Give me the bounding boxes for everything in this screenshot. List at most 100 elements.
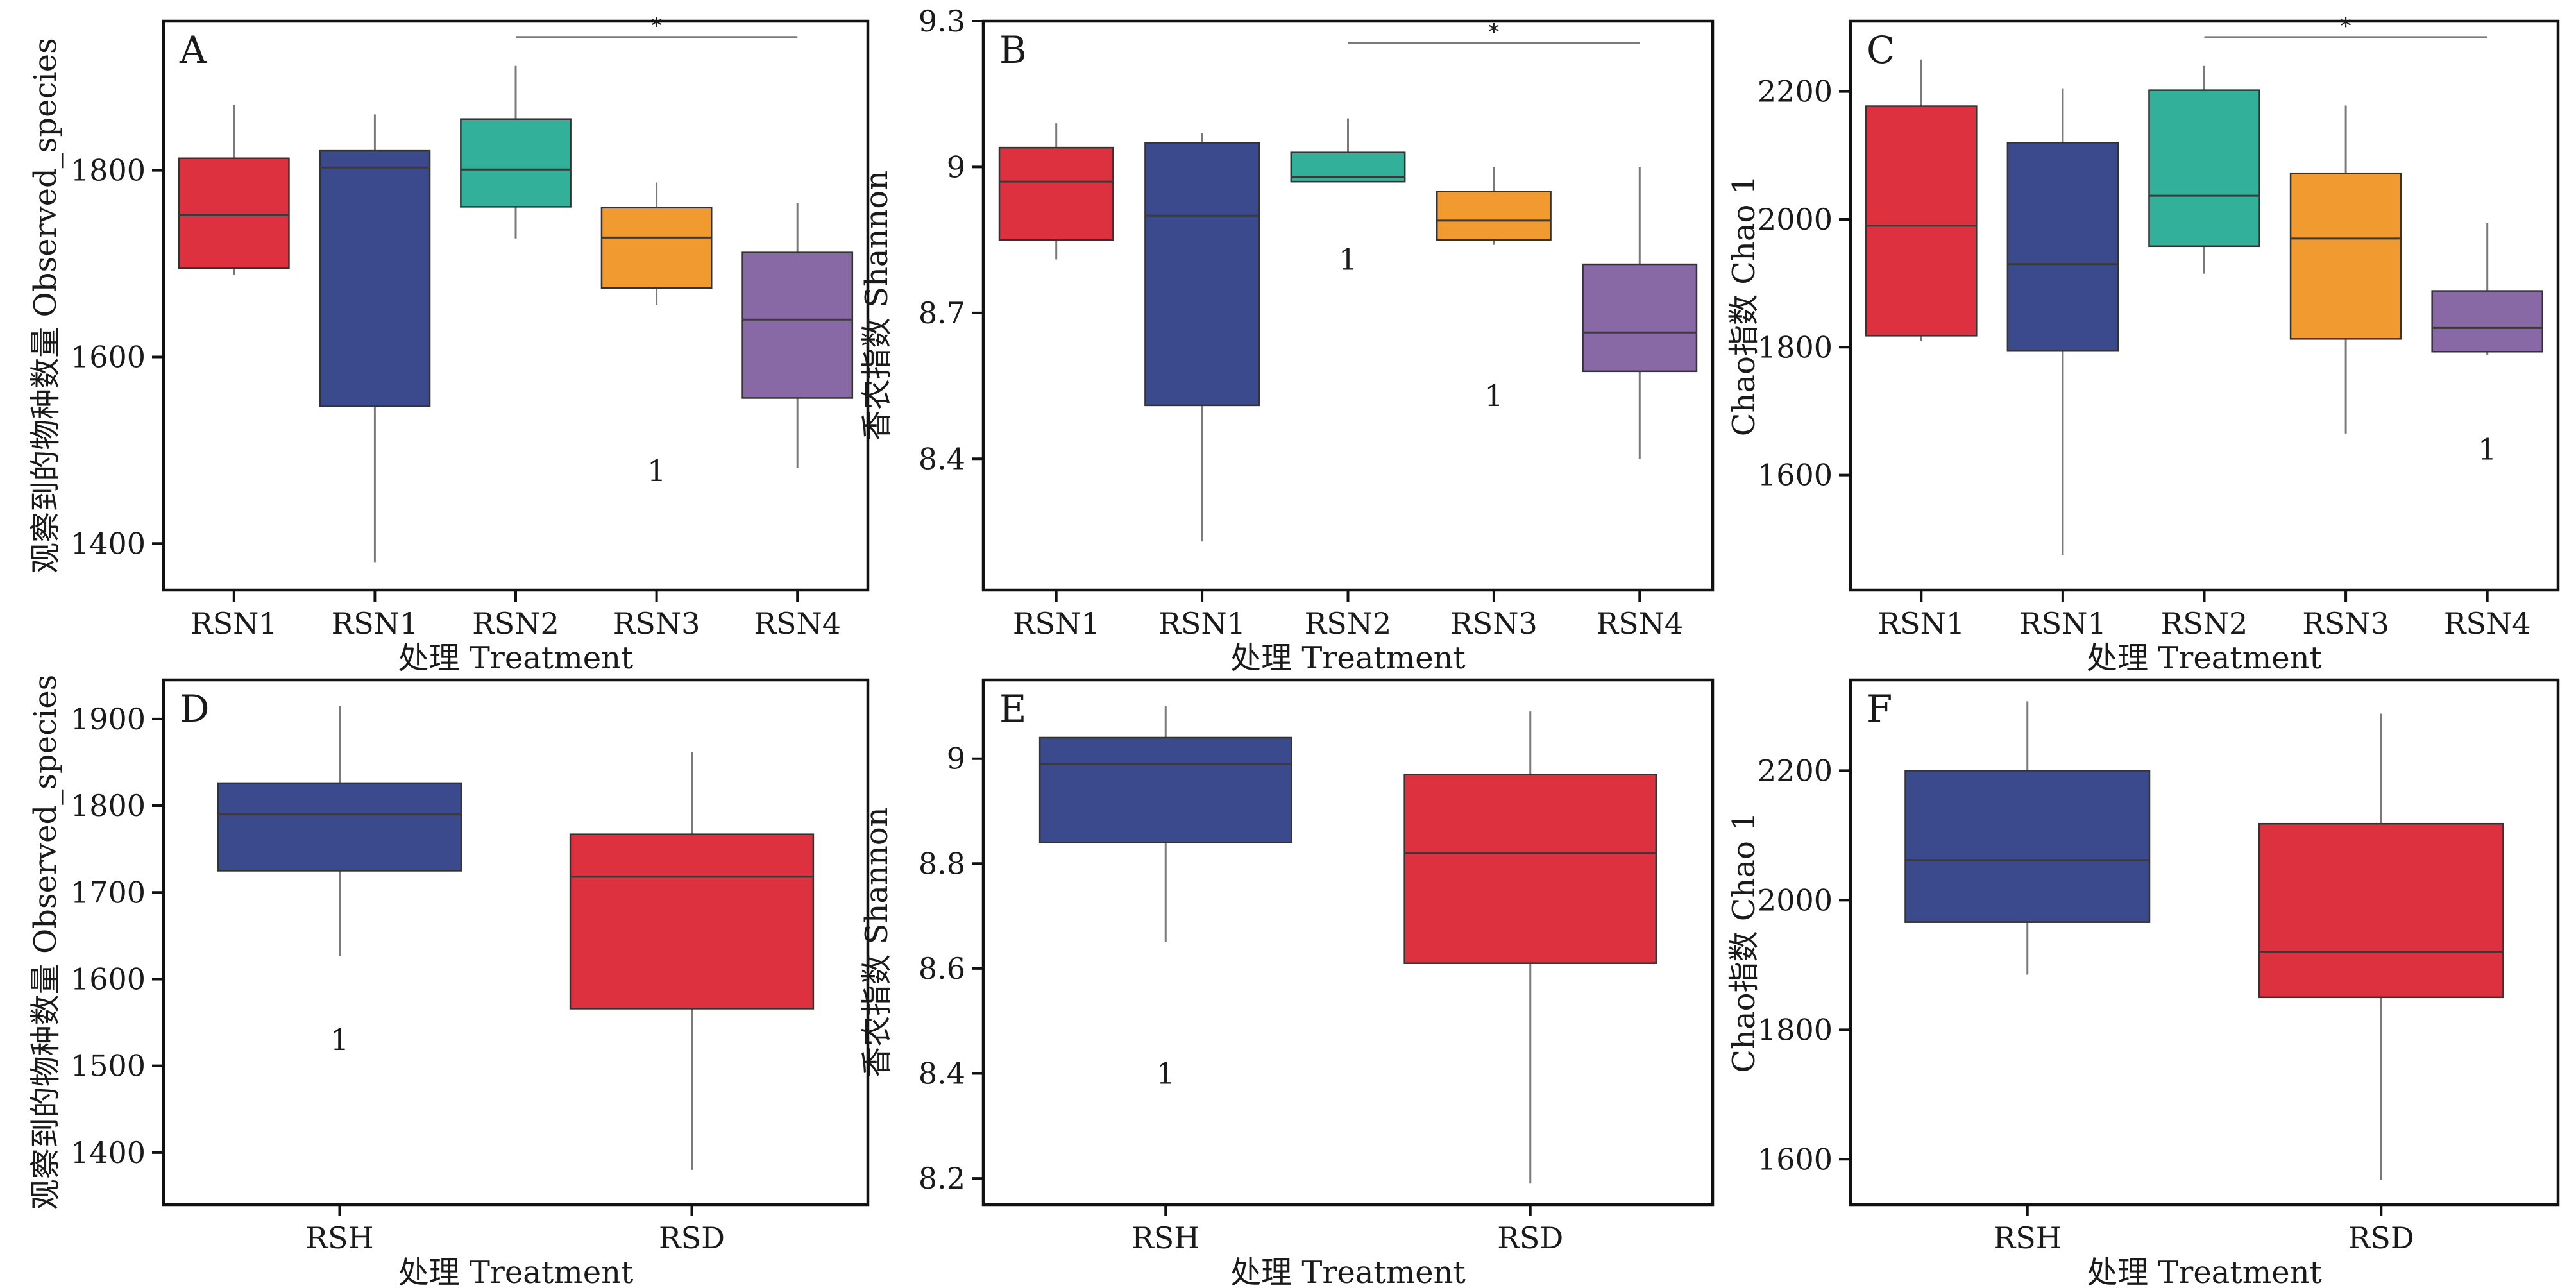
x-tick-label: RSN3: [613, 606, 700, 641]
x-tick-label: RSH: [1994, 1221, 2062, 1255]
box-rsn1: [998, 123, 1114, 260]
x-axis-label: 处理 Treatment: [1230, 640, 1466, 676]
y-tick-label: 1600: [1758, 458, 1833, 493]
x-tick-label: RSN1: [1158, 606, 1246, 641]
x-tick-label: RSN3: [2302, 606, 2389, 641]
y-tick-label: 1600: [71, 962, 146, 996]
box-rsn2: [460, 65, 572, 239]
outlier-marker: 1: [2478, 432, 2496, 467]
iqr-box: [998, 146, 1114, 241]
panel-letter: D: [180, 687, 210, 731]
box-rsn3: [2289, 105, 2402, 434]
x-tick-label: RSN2: [2161, 606, 2248, 641]
y-tick-label: 8.6: [919, 951, 965, 986]
panel-letter: C: [1867, 28, 1895, 72]
y-tick-label: 9: [947, 741, 965, 776]
iqr-box: [1904, 770, 2151, 923]
y-tick-label: 1600: [1758, 1142, 1833, 1176]
y-tick-label: 8.8: [919, 846, 965, 881]
y-axis-label: 香农指数 Shannon: [859, 171, 895, 441]
box-rsn4: [741, 203, 854, 468]
x-tick-label: RSN1: [191, 606, 278, 641]
panel-letter: B: [999, 28, 1027, 72]
box-rsh: [1904, 701, 2151, 975]
x-tick-label: RSN4: [2444, 606, 2531, 641]
x-tick-label: RSN2: [472, 606, 559, 641]
box-rsn1: [319, 114, 431, 563]
y-tick-label: 1800: [71, 788, 146, 823]
box-rsd: [1403, 711, 1657, 1184]
panel-letter: F: [1867, 687, 1892, 731]
y-tick-label: 1800: [71, 153, 146, 188]
panel-a: 1400 1600 1800 RSN1 RSN1 RSN2 RSN3 RSN4 1 * A 处理 Tr…: [28, 13, 870, 676]
outlier-marker: 1: [330, 1022, 349, 1057]
outlier-marker: 1: [647, 453, 666, 488]
y-tick-label: 9.3: [919, 4, 965, 38]
y-axis-label: Chao指数 Chao 1: [1726, 811, 1762, 1072]
significance-star: *: [1488, 19, 1499, 45]
x-tick-label: RSH: [1131, 1221, 1199, 1255]
y-tick-label: 2000: [1758, 202, 1833, 237]
y-tick-label: 1900: [71, 702, 146, 736]
box-rsn1: [1865, 59, 1978, 341]
box-rsn4: [1582, 167, 1698, 459]
iqr-box: [1436, 191, 1552, 241]
box-rsh: [1038, 706, 1292, 942]
x-axis-label: 处理 Treatment: [398, 1255, 634, 1288]
panel-letter: A: [179, 28, 207, 72]
x-tick-label: RSN3: [1450, 606, 1538, 641]
x-tick-label: RSN1: [1013, 606, 1100, 641]
panel-d: 1400 1500 1600 1700 1800 1900 RSH RSD 1 D 处理 Treat…: [28, 675, 870, 1288]
significance-star: *: [651, 13, 662, 39]
iqr-box: [1038, 736, 1292, 843]
y-axis-label: 观察到的物种数量 Observed_species: [28, 675, 64, 1210]
iqr-box: [600, 207, 713, 289]
y-axis-label: 观察到的物种数量 Observed_species: [28, 38, 64, 573]
y-tick-label: 8.2: [919, 1161, 965, 1196]
y-tick-label: 2200: [1758, 753, 1833, 788]
iqr-box: [1582, 263, 1698, 373]
iqr-box: [1865, 105, 1978, 337]
iqr-box: [217, 782, 462, 872]
outlier-marker: 1: [1484, 378, 1503, 413]
y-tick-label: 1600: [71, 339, 146, 374]
plot-frame: [1849, 678, 2560, 1207]
y-tick-label: 1800: [1758, 1012, 1833, 1047]
box-rsn1: [1144, 133, 1260, 542]
x-tick-label: RSN1: [1877, 606, 1965, 641]
box-rsn4: [2431, 222, 2543, 355]
iqr-box: [2289, 172, 2402, 340]
x-tick-label: RSN1: [332, 606, 419, 641]
panel-e: 8.2 8.4 8.6 8.8 9 RSH RSD 1 E 处理 Treatment 香农指数 Sh…: [859, 678, 1715, 1288]
y-tick-label: 8.4: [919, 441, 965, 476]
box-rsn2: [1290, 118, 1406, 183]
y-tick-label: 1400: [71, 526, 146, 561]
x-axis-label: 处理 Treatment: [398, 640, 634, 676]
x-tick-label: RSN2: [1305, 606, 1392, 641]
y-tick-label: 1400: [71, 1135, 146, 1170]
panel-c: 1600 1800 2000 2200 RSN1 RSN1 RSN2 RSN3 RSN4 1 * C 处…: [1726, 13, 2560, 676]
box-rsn3: [600, 182, 713, 305]
box-rsn1: [178, 105, 290, 275]
box-rsn1: [2006, 88, 2119, 555]
plot-frame: [162, 678, 870, 1207]
y-tick-label: 1700: [71, 875, 146, 910]
iqr-box: [2148, 89, 2260, 248]
y-tick-label: 2200: [1758, 74, 1833, 109]
y-tick-label: 8.4: [919, 1056, 965, 1091]
iqr-box: [2431, 290, 2543, 353]
iqr-box: [741, 251, 854, 399]
outlier-marker: 1: [1157, 1056, 1175, 1091]
box-rsd: [569, 752, 815, 1170]
x-tick-label: RSN4: [754, 606, 841, 641]
panel-letter: E: [999, 687, 1026, 731]
x-tick-label: RSD: [659, 1221, 725, 1255]
x-axis-label: 处理 Treatment: [1230, 1255, 1466, 1288]
iqr-box: [1403, 773, 1657, 964]
y-axis-label: 香农指数 Shannon: [859, 807, 895, 1077]
outlier-marker: 1: [1339, 242, 1357, 276]
significance-star: *: [2341, 13, 2351, 39]
iqr-box: [569, 833, 815, 1010]
x-tick-label: RSD: [1497, 1221, 1563, 1255]
